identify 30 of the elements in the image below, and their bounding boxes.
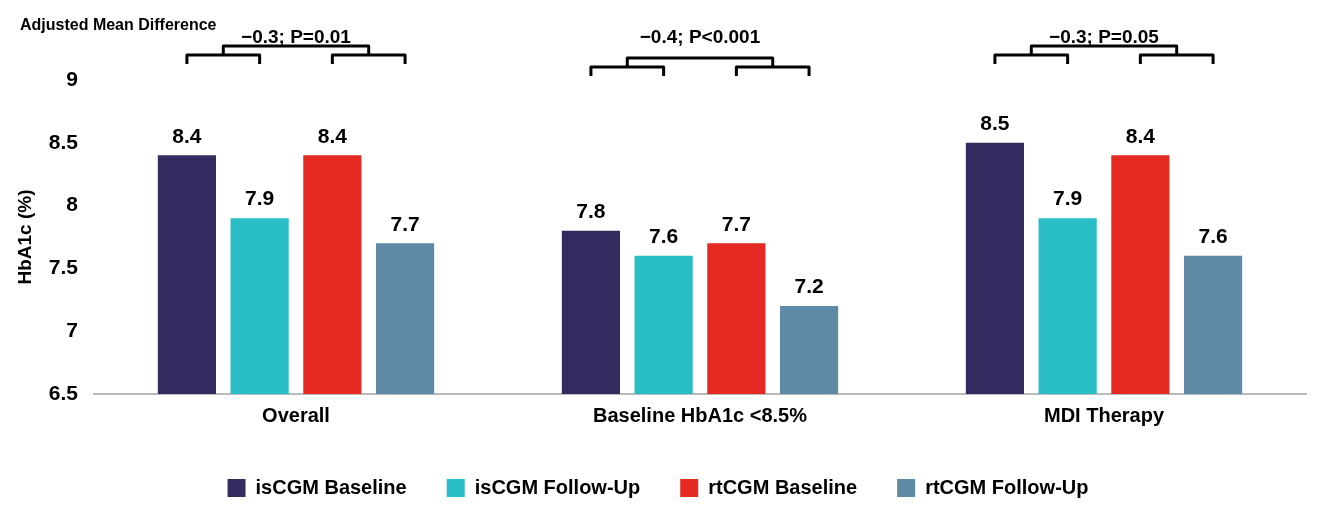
- text: −0.4; P<0.001: [639, 26, 761, 48]
- data-label: 7.7: [390, 211, 420, 235]
- data-label: 7.7: [721, 211, 751, 235]
- y-tick-label: 8.5: [48, 129, 79, 153]
- x-tick-label: Baseline HbA1c <8.5%: [593, 403, 808, 426]
- data-label: 8.5: [980, 111, 1010, 135]
- x-tick-label: Overall: [262, 403, 330, 426]
- data-label: 7.6: [649, 224, 679, 248]
- x-tick-label: MDI Therapy: [1043, 403, 1165, 426]
- legend-label: rtCGM Follow-Up: [925, 475, 1089, 498]
- text: Adjusted Mean Difference: [20, 16, 217, 34]
- legend-label: isCGM Follow-Up: [474, 475, 641, 498]
- data-label: 8.4: [172, 123, 202, 147]
- text: −0.3; P=0.01: [241, 26, 352, 48]
- data-label: 8.4: [1125, 123, 1156, 147]
- y-axis-title: HbA1c (%): [13, 189, 35, 285]
- data-label: 7.9: [245, 186, 275, 210]
- y-tick-label: 8: [66, 192, 79, 216]
- y-tick-label: 7.5: [48, 255, 79, 279]
- data-label: 8.4: [317, 123, 348, 147]
- data-label: 7.8: [576, 199, 606, 223]
- text: −0.3; P=0.05: [1049, 26, 1160, 48]
- legend-label: rtCGM Baseline: [708, 475, 858, 498]
- data-label: 7.2: [794, 274, 824, 298]
- data-label: 7.6: [1198, 224, 1228, 248]
- legend-label: isCGM Baseline: [255, 475, 407, 498]
- y-tick-label: 7: [66, 318, 78, 341]
- y-tick-label: 6.5: [48, 380, 79, 404]
- y-tick-label: 9: [66, 66, 78, 90]
- data-label: 7.9: [1053, 186, 1083, 210]
